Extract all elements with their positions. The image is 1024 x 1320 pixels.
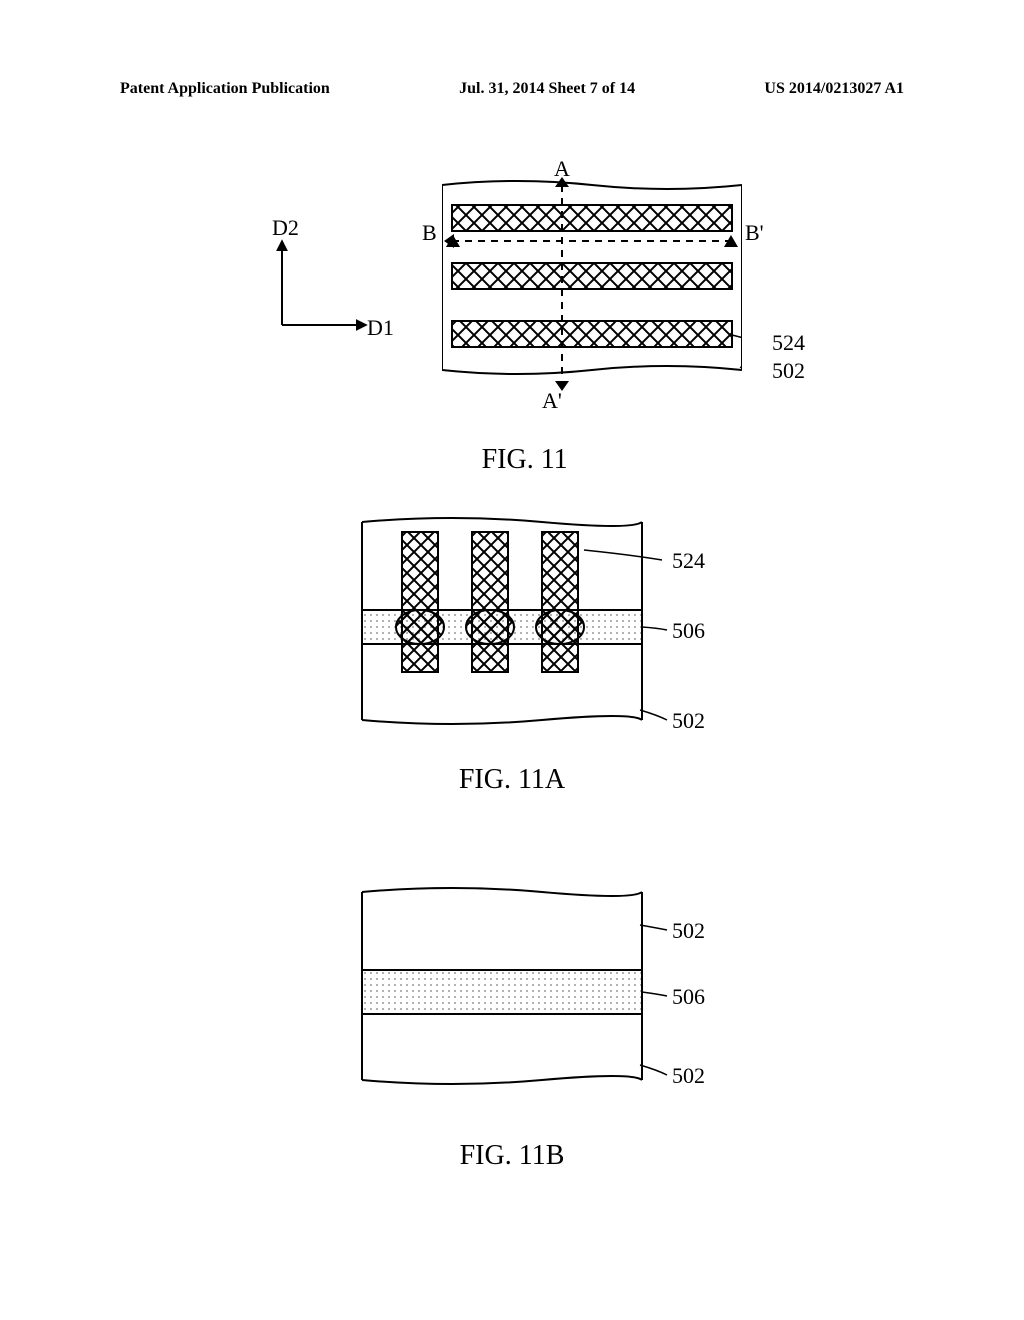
figure-11b: 502 506 502 FIG. 11B [302,880,722,1172]
axis-d2-d1 [262,235,372,345]
pillar-3 [536,532,584,672]
pillar-2 [466,532,514,672]
fig11b-drawing [302,880,722,1110]
caption-fig11b: FIG. 11B [302,1140,722,1172]
label-11b-506: 506 [672,984,705,1010]
figure-11a: 524 506 502 FIG. 11A [302,510,722,796]
label-502: 502 [772,358,805,384]
label-11a-524: 524 [672,548,705,574]
pillar-1 [396,532,444,672]
header-left: Patent Application Publication [120,80,330,98]
axis-label-d1: D1 [367,315,394,341]
label-11b-502a: 502 [672,918,705,944]
label-B: B [422,220,437,246]
caption-fig11: A'FIG. 11 [232,444,792,476]
label-11a-502: 502 [672,708,705,734]
caption-fig11a: FIG. 11A [302,764,722,796]
label-11a-506: 506 [672,618,705,644]
label-11b-502b: 502 [672,1063,705,1089]
figure-11: D2 D1 [232,160,792,476]
label-524: 524 [772,330,805,356]
fig11a-drawing [302,510,722,750]
axis-label-d2: D2 [272,215,299,241]
label-A: A [554,156,570,182]
header-right: US 2014/0213027 A1 [764,80,904,98]
label-Bp: B' [745,220,764,246]
fig11-planview [442,175,742,395]
header-center: Jul. 31, 2014 Sheet 7 of 14 [459,80,635,98]
page-header: Patent Application Publication Jul. 31, … [0,80,1024,98]
label-Ap: A' [542,388,562,414]
